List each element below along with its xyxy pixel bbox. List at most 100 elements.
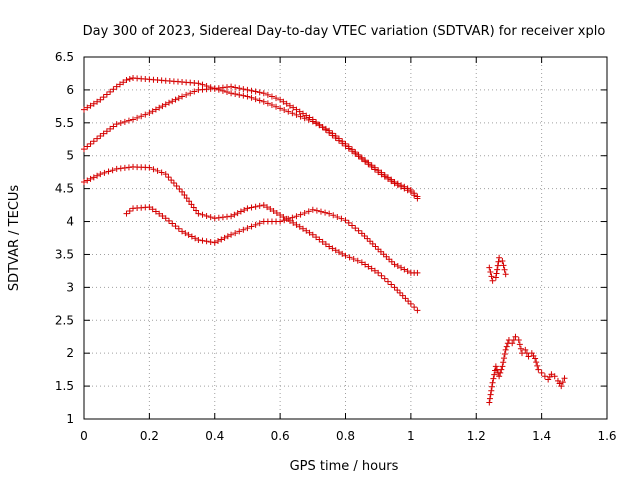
data-point-marker (352, 150, 359, 157)
data-point-marker (199, 237, 206, 244)
data-point-marker (165, 99, 172, 106)
data-point-marker (179, 228, 186, 235)
data-point-marker (203, 238, 210, 245)
data-point-marker (277, 96, 284, 103)
data-point-marker (87, 102, 94, 109)
data-point-marker (512, 333, 519, 340)
data-point-marker (372, 243, 379, 250)
data-point-marker (396, 289, 403, 296)
x-tick-label: 1 (407, 429, 415, 443)
data-point-marker (402, 295, 409, 302)
data-point-marker (493, 270, 500, 277)
data-point-marker (391, 261, 398, 268)
data-point-marker (290, 219, 297, 226)
data-point-marker (179, 93, 186, 100)
data-point-marker (289, 110, 296, 117)
data-point-marker (90, 174, 97, 181)
data-point-marker (232, 84, 239, 91)
data-point-marker (355, 227, 362, 234)
data-point-marker (354, 257, 361, 264)
data-point-marker (240, 226, 247, 233)
data-point-marker (264, 204, 271, 211)
data-point-marker (358, 156, 365, 163)
data-point-marker (240, 92, 247, 99)
data-point-marker (398, 264, 405, 271)
data-point-marker (322, 241, 329, 248)
data-point-marker (297, 211, 304, 218)
data-point-marker (368, 163, 375, 170)
data-point-marker (495, 258, 502, 265)
data-point-marker (365, 263, 372, 270)
data-point-marker (267, 206, 274, 213)
plot-frame (83, 56, 608, 420)
data-point-marker (277, 105, 284, 112)
data-point-marker (538, 369, 545, 376)
data-point-marker (169, 220, 176, 227)
data-point-marker (244, 225, 251, 232)
data-point-marker (252, 221, 259, 228)
data-point-marker (81, 179, 87, 186)
data-point-marker (138, 113, 145, 120)
data-point-marker (358, 259, 365, 266)
data-point-marker (188, 201, 195, 208)
data-point-marker (499, 258, 506, 265)
data-point-marker (496, 373, 503, 380)
data-point-marker (165, 174, 172, 181)
y-tick-label: 1 (66, 412, 74, 426)
data-point-marker (81, 106, 87, 113)
data-point-marker (207, 238, 214, 245)
data-point-marker (236, 91, 243, 98)
data-point-marker (301, 209, 308, 216)
data-point-marker (375, 269, 382, 276)
data-point-marker (154, 167, 161, 174)
data-point-marker (252, 88, 259, 95)
data-point-marker (87, 140, 94, 147)
data-point-marker (334, 213, 341, 220)
data-point-marker (232, 230, 239, 237)
data-point-marker (345, 145, 352, 152)
data-point-marker (273, 209, 280, 216)
data-point-marker (293, 213, 300, 220)
data-point-marker (190, 204, 197, 211)
data-point-marker (195, 210, 202, 217)
data-point-marker (561, 375, 568, 382)
data-point-marker (381, 275, 388, 282)
data-point-marker (375, 246, 382, 253)
data-point-marker (335, 249, 342, 256)
series-track-5 (486, 254, 509, 284)
data-point-marker (300, 225, 307, 232)
data-point-marker (264, 91, 271, 98)
data-point-marker (179, 188, 186, 195)
data-point-marker (541, 373, 548, 380)
data-point-marker (384, 278, 391, 285)
data-point-marker (306, 229, 313, 236)
y-axis-label: SDTVAR / TECUs (7, 185, 22, 292)
data-point-marker (303, 227, 310, 234)
data-point-marker (228, 231, 235, 238)
data-point-marker (252, 203, 259, 210)
x-tick-label: 1.6 (597, 429, 616, 443)
data-point-marker (186, 198, 193, 205)
x-tick-label: 1.4 (532, 429, 551, 443)
data-point-marker (293, 111, 300, 118)
data-point-marker (277, 218, 284, 225)
data-point-marker (317, 208, 324, 215)
data-point-marker (270, 208, 277, 215)
data-point-marker (391, 284, 398, 291)
data-point-marker (289, 214, 296, 221)
data-point-marker (126, 76, 133, 83)
grid-lines (84, 57, 607, 419)
data-point-marker (492, 274, 499, 281)
data-point-marker (103, 91, 110, 98)
data-point-marker (100, 94, 107, 101)
data-point-marker (491, 371, 498, 378)
data-point-marker (383, 253, 390, 260)
data-point-marker (256, 97, 263, 104)
data-point-marker (375, 169, 382, 176)
data-point-marker (309, 231, 316, 238)
data-point-marker (404, 268, 411, 275)
data-point-marker (110, 123, 117, 130)
data-point-marker (293, 106, 300, 113)
data-point-marker (224, 233, 231, 240)
data-point-marker (367, 238, 374, 245)
